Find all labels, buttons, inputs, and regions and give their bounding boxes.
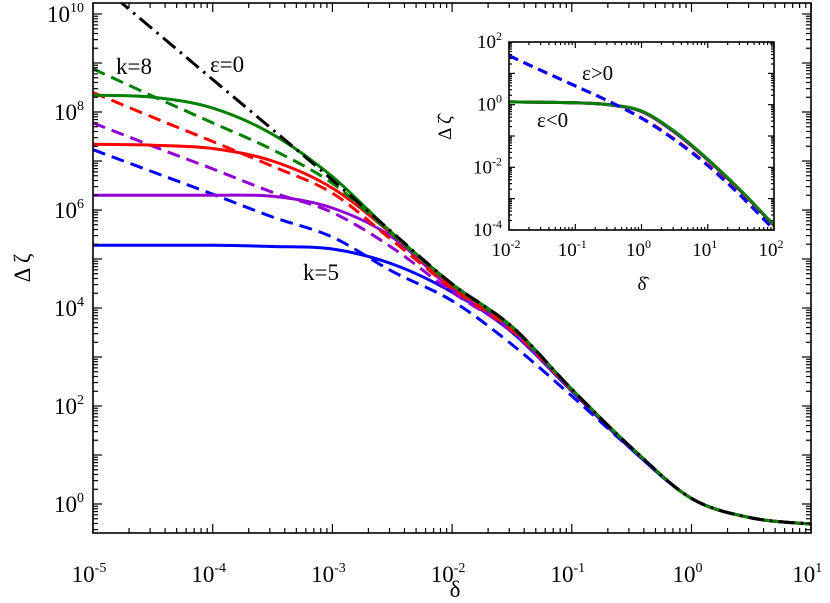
tick-label-base: 10 [54, 492, 77, 517]
tick-label-exponent: 6 [77, 197, 84, 212]
main-plot-annotations: k=8 ε=0 k=5 [116, 52, 339, 285]
inset-y-tick-label: 10-4 [473, 217, 502, 241]
tick-label-base: 10 [311, 562, 334, 587]
annotation-epsilon-negative: ε<0 [537, 108, 568, 132]
main-y-tick-label: 1010 [47, 1, 84, 27]
main-y-tick-label: 104 [54, 295, 84, 321]
x-axis-label: δ [450, 577, 461, 602]
tick-label-base: 10 [626, 240, 645, 261]
tick-label-base: 10 [492, 240, 511, 261]
tick-label-exponent: 2 [77, 393, 84, 408]
tick-label-exponent: 1 [711, 237, 717, 251]
inset-plot-annotations: ε>0 ε<0 [537, 61, 613, 132]
main-x-tick-label: 10-1 [550, 561, 585, 587]
tick-label-base: 10 [759, 240, 778, 261]
tick-label-exponent: -4 [492, 217, 502, 231]
inset-y-tick-label: 10-2 [473, 154, 502, 178]
tick-label-base: 10 [477, 32, 496, 53]
tick-label-base: 10 [673, 562, 696, 587]
tick-label-base: 10 [473, 220, 492, 241]
main-x-tick-label: 10-5 [72, 561, 107, 587]
tick-label-exponent: -2 [454, 561, 466, 576]
tick-label-exponent: 0 [645, 237, 651, 251]
main-series-dashdot-8 [119, 3, 811, 526]
tick-label-exponent: 8 [77, 99, 84, 114]
tick-label-base: 10 [54, 394, 77, 419]
annotation-epsilon-positive: ε>0 [582, 61, 613, 85]
tick-label-exponent: 0 [696, 561, 703, 576]
inset-x-tick-label: 101 [692, 237, 717, 261]
tick-label-base: 10 [54, 198, 77, 223]
inset-x-tick-label: 100 [626, 237, 651, 261]
annotation-epsilon-zero: ε=0 [210, 52, 244, 77]
inset-x-tick-label: 10-2 [492, 237, 521, 261]
main-x-tick-label: 100 [673, 561, 703, 587]
tick-label-exponent: 2 [778, 237, 784, 251]
inset-plot-curves [509, 54, 774, 230]
main-x-tick-label: 10-3 [311, 561, 346, 587]
inset-series-solid-3 [509, 100, 774, 227]
main-x-tick-label: 10-2 [431, 561, 466, 587]
annotation-k8: k=8 [116, 54, 152, 79]
tick-label-exponent: -5 [95, 561, 107, 576]
tick-label-exponent: 2 [496, 29, 502, 43]
y-axis-label: Δ ζ [10, 254, 35, 283]
tick-label-base: 10 [54, 296, 77, 321]
main-y-tick-label: 100 [54, 491, 84, 517]
tick-label-base: 10 [47, 2, 70, 27]
tick-label-base: 10 [558, 240, 577, 261]
main-plot-curves [93, 3, 811, 526]
tick-label-base: 10 [792, 562, 815, 587]
main-y-tick-label: 102 [54, 393, 84, 419]
main-y-tick-label: 108 [54, 99, 84, 125]
tick-label-base: 10 [692, 240, 711, 261]
tick-label-exponent: 0 [77, 491, 84, 506]
tick-label-base: 10 [72, 562, 95, 587]
tick-label-exponent: -1 [573, 561, 585, 576]
tick-label-exponent: 0 [496, 92, 502, 106]
tick-label-exponent: -2 [511, 237, 521, 251]
inset-y-axis-label: Δ ζ̂ [435, 113, 456, 140]
main-x-tick-label: 101 [792, 561, 822, 587]
tick-label-exponent: -3 [334, 561, 346, 576]
inset-x-tick-label: 10-1 [558, 237, 587, 261]
tick-label-base: 10 [431, 562, 454, 587]
tick-label-base: 10 [477, 95, 496, 116]
main-y-tick-label: 106 [54, 197, 84, 223]
tick-label-exponent: 1 [815, 561, 822, 576]
tick-label-base: 10 [191, 562, 214, 587]
tick-label-exponent: -4 [214, 561, 226, 576]
annotation-k5: k=5 [303, 260, 339, 285]
main-x-tick-label: 10-4 [191, 561, 226, 587]
main-plot-axes: 10-5 10-4 10-3 10-2 10-1 100 10110010210410610… [47, 1, 822, 587]
tick-label-exponent: -2 [492, 154, 502, 168]
tick-label-exponent: -1 [577, 237, 587, 251]
tick-label-base: 10 [54, 100, 77, 125]
tick-label-exponent: 4 [77, 295, 84, 310]
inset-y-tick-label: 100 [477, 92, 502, 116]
inset-y-tick-label: 102 [477, 29, 502, 53]
inset-background [509, 42, 774, 230]
tick-label-exponent: 10 [70, 1, 84, 16]
tick-label-base: 10 [550, 562, 573, 587]
inset-x-tick-label: 102 [759, 237, 784, 261]
tick-label-base: 10 [473, 157, 492, 178]
inset-x-axis-label: δ̂ [638, 274, 650, 295]
inset-series-dashed-7 [509, 54, 774, 230]
